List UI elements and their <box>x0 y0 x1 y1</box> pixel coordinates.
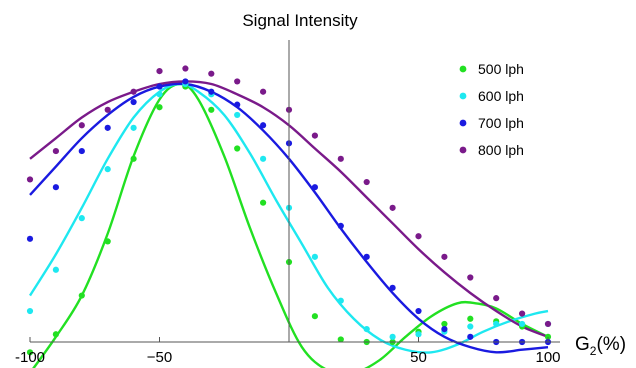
data-point-700-lph-7 <box>208 88 215 95</box>
data-point-800-lph-1 <box>52 147 60 155</box>
x-tick-label: 100 <box>535 349 560 366</box>
legend-label: 500 lph <box>478 61 524 77</box>
data-point-800-lph-5 <box>156 68 163 75</box>
data-point-700-lph-1 <box>52 184 60 191</box>
data-point-800-lph-12 <box>337 155 344 162</box>
data-point-600-lph-4 <box>130 124 137 131</box>
data-point-600-lph-0 <box>26 307 34 315</box>
data-point-800-lph-17 <box>467 274 474 281</box>
data-point-600-lph-18 <box>493 320 500 328</box>
data-point-800-lph-15 <box>415 233 422 240</box>
data-point-800-lph-2 <box>78 122 85 129</box>
data-point-700-lph-12 <box>337 222 344 229</box>
legend: 500 lph 600 lph 700 lph 800 lph <box>459 61 524 158</box>
data-point-800-lph-20 <box>544 320 552 328</box>
data-point-500-lph-12 <box>337 336 344 343</box>
data-point-700-lph-5 <box>156 83 163 90</box>
x-ticks: -100 −50 50 100 <box>15 337 561 366</box>
data-point-500-lph-3 <box>104 238 111 245</box>
data-point-500-lph-8 <box>234 145 241 152</box>
data-point-600-lph-14 <box>389 333 396 340</box>
x-tick-label: −50 <box>147 349 172 366</box>
legend-marker-700-lph <box>459 119 467 127</box>
data-point-700-lph-6 <box>182 78 189 85</box>
data-point-500-lph-17 <box>467 315 474 322</box>
x-tick-label: 50 <box>410 349 427 366</box>
legend-marker-600-lph <box>459 92 467 100</box>
data-point-700-lph-13 <box>363 253 370 260</box>
x-tick-label: -100 <box>15 349 45 366</box>
data-point-600-lph-1 <box>52 266 60 273</box>
data-point-700-lph-2 <box>78 147 85 155</box>
data-point-500-lph-16 <box>441 320 448 328</box>
data-point-600-lph-19 <box>519 320 526 328</box>
data-point-600-lph-2 <box>78 215 85 222</box>
data-point-800-lph-14 <box>389 204 396 211</box>
data-point-700-lph-3 <box>104 124 111 131</box>
plot-area <box>26 65 552 368</box>
data-point-600-lph-12 <box>337 297 344 304</box>
data-point-700-lph-8 <box>234 101 241 108</box>
x-axis-label-main: G <box>575 334 590 355</box>
data-point-800-lph-7 <box>208 70 215 77</box>
data-point-500-lph-1 <box>52 331 60 338</box>
legend-marker-500-lph <box>459 65 467 73</box>
data-point-800-lph-3 <box>104 106 111 113</box>
data-point-600-lph-9 <box>260 155 267 162</box>
legend-marker-800-lph <box>459 146 467 154</box>
fit-curve-500-lph <box>32 82 549 368</box>
data-point-700-lph-17 <box>467 333 474 340</box>
legend-label: 700 lph <box>478 115 524 131</box>
data-points <box>26 65 552 356</box>
data-point-600-lph-15 <box>415 331 422 338</box>
legend-label: 800 lph <box>478 142 524 158</box>
data-point-600-lph-8 <box>234 111 241 119</box>
data-point-800-lph-11 <box>311 132 318 139</box>
data-point-800-lph-0 <box>26 176 34 183</box>
data-point-800-lph-19 <box>519 310 526 317</box>
data-point-600-lph-11 <box>311 253 318 260</box>
data-point-500-lph-9 <box>260 199 267 206</box>
data-point-700-lph-0 <box>26 235 34 242</box>
data-point-500-lph-11 <box>311 313 318 320</box>
x-axis-label: G2(%) <box>575 334 626 358</box>
data-point-500-lph-20 <box>544 333 552 340</box>
x-axis-label-subscript: 2 <box>590 344 597 358</box>
legend-label: 600 lph <box>478 88 524 104</box>
data-point-800-lph-18 <box>493 295 500 302</box>
data-point-500-lph-2 <box>78 292 85 299</box>
x-axis-label-unit: (%) <box>596 334 626 355</box>
data-point-700-lph-14 <box>389 284 396 291</box>
data-point-600-lph-13 <box>363 326 370 333</box>
data-point-700-lph-11 <box>311 184 318 191</box>
data-point-600-lph-3 <box>104 166 111 173</box>
data-point-700-lph-16 <box>441 326 448 333</box>
data-point-800-lph-16 <box>441 253 448 260</box>
data-point-600-lph-5 <box>156 91 163 98</box>
data-point-500-lph-0 <box>26 349 34 356</box>
data-point-500-lph-5 <box>156 104 163 111</box>
data-point-800-lph-6 <box>182 65 189 72</box>
data-point-800-lph-13 <box>363 178 370 186</box>
data-point-600-lph-17 <box>467 323 474 330</box>
data-point-800-lph-4 <box>130 88 137 95</box>
data-point-700-lph-4 <box>130 98 137 106</box>
data-point-800-lph-8 <box>234 78 241 85</box>
data-point-500-lph-4 <box>130 155 137 162</box>
data-point-800-lph-9 <box>260 88 267 95</box>
data-point-500-lph-7 <box>208 106 215 113</box>
chart-title: Signal Intensity <box>242 11 358 30</box>
data-point-700-lph-15 <box>415 307 422 315</box>
data-point-700-lph-9 <box>260 122 267 129</box>
